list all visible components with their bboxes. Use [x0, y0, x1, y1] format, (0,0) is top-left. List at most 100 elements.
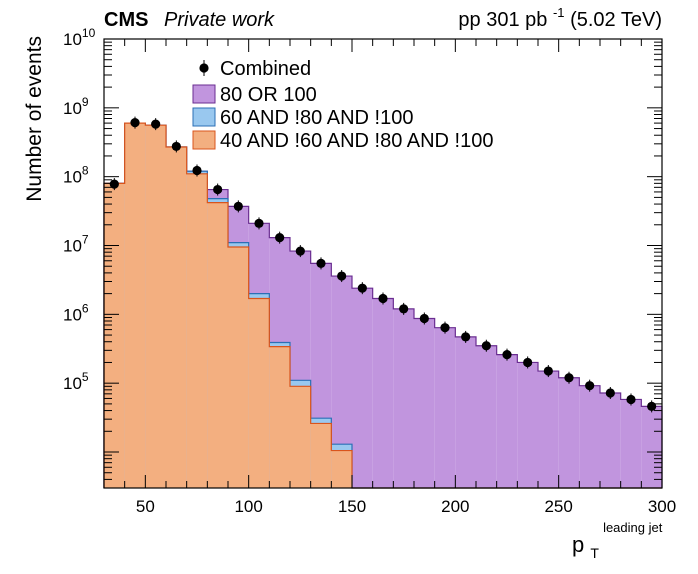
legend-label: 40 AND !60 AND !80 AND !100	[220, 130, 494, 152]
data-point	[109, 179, 119, 189]
y-tick-base: 10	[63, 99, 82, 118]
bar-80-or-100	[620, 399, 642, 488]
bar-80-or-100	[496, 354, 518, 488]
y-axis-label: Number of events	[23, 36, 46, 202]
x-tick-label: 150	[338, 497, 366, 516]
x-axis-label-sub: T	[590, 545, 599, 561]
x-tick-label: 50	[136, 497, 155, 516]
y-tick-label: 1010	[63, 26, 96, 49]
bar-80-or-100	[434, 327, 456, 488]
data-point	[543, 366, 553, 376]
axis-ticks	[103, 39, 663, 489]
bar-80-or-100	[558, 377, 580, 488]
bar-40-and-60-and-80-and-100	[166, 146, 187, 488]
bar-40-and-60-and-80-and-100	[331, 450, 352, 488]
x-tick-label: 300	[648, 497, 676, 516]
legend-swatch	[192, 130, 216, 150]
y-tick-exponent: 8	[82, 164, 89, 178]
bar-80-or-100	[476, 345, 497, 488]
y-tick-exponent: 9	[82, 95, 89, 109]
bar-40-and-60-and-80-and-100	[104, 183, 125, 489]
y-tick-base: 10	[63, 168, 82, 187]
data-point	[440, 323, 450, 333]
data-point	[192, 165, 202, 176]
bar-80-or-100	[393, 308, 414, 488]
lumi-prefix: pp 301 pb	[458, 9, 547, 31]
x-tick-labels: 50 100 150 200 250 300	[136, 497, 676, 516]
data-point	[481, 341, 491, 351]
data-point	[647, 401, 657, 411]
data-point	[502, 350, 512, 360]
bar-80-or-100	[331, 276, 352, 488]
data-point	[337, 271, 347, 281]
data-point	[419, 313, 429, 324]
bar-40-and-60-and-80-and-100	[269, 346, 290, 488]
x-axis-label-sup: leading jet	[603, 520, 663, 535]
data-point	[295, 246, 305, 256]
data-point	[605, 388, 615, 398]
y-tick-base: 10	[63, 374, 82, 393]
cms-label: CMS Private work	[104, 9, 275, 31]
bar-40-and-60-and-80-and-100	[290, 386, 311, 488]
y-tick-exponent: 5	[82, 370, 89, 384]
y-tick-exponent: 6	[82, 301, 89, 315]
data-point	[254, 218, 264, 228]
y-tick-base: 10	[63, 237, 82, 256]
data-point	[399, 304, 409, 314]
legend-label: 60 AND !80 AND !100	[220, 107, 413, 129]
legend-marker-combined	[199, 63, 209, 73]
data-point	[213, 184, 223, 195]
data-point	[585, 381, 595, 391]
y-tick-exponent: 10	[82, 26, 96, 40]
data-point	[316, 258, 326, 268]
bar-80-or-100	[414, 318, 435, 488]
data-point	[171, 141, 181, 152]
bar-40-and-60-and-80-and-100	[124, 123, 146, 488]
data-point	[151, 119, 161, 129]
histogram-fills	[103, 122, 663, 489]
bar-40-and-60-and-80-and-100	[186, 173, 208, 489]
y-tick-label: 107	[63, 233, 89, 256]
y-tick-base: 10	[63, 305, 82, 324]
y-tick-exponent: 7	[82, 233, 89, 247]
plot-frame	[103, 38, 663, 489]
bar-80-or-100	[352, 288, 373, 488]
bar-80-or-100	[579, 385, 600, 488]
y-tick-base: 10	[63, 30, 82, 49]
bar-40-and-60-and-80-and-100	[310, 423, 332, 488]
data-point	[357, 283, 367, 293]
y-tick-label: 109	[63, 95, 89, 118]
data-point	[626, 394, 636, 405]
data-point	[275, 233, 285, 243]
x-axis-label-main: p	[572, 532, 584, 557]
y-tick-label: 105	[63, 370, 89, 393]
y-tick-label: 106	[63, 301, 89, 324]
luminosity-label: pp 301 pb -1 (5.02 TeV)	[458, 0, 662, 31]
data-point	[461, 332, 471, 342]
bar-80-or-100	[372, 298, 394, 488]
x-axis-label: p T leading jet	[572, 520, 663, 563]
data-point	[233, 201, 243, 211]
experiment-name: CMS	[104, 9, 148, 31]
data-point	[130, 118, 140, 128]
legend-swatch	[192, 84, 216, 104]
x-tick-label: 250	[544, 497, 572, 516]
legend-swatch	[192, 107, 216, 127]
data-point	[378, 293, 388, 304]
x-tick-label: 200	[441, 497, 469, 516]
bar-80-or-100	[641, 406, 662, 488]
data-point	[564, 373, 574, 383]
legend-label: Combined	[220, 58, 311, 80]
x-tick-label: 100	[234, 497, 262, 516]
bar-40-and-60-and-80-and-100	[207, 202, 228, 488]
bar-40-and-60-and-80-and-100	[228, 247, 249, 488]
bar-40-and-60-and-80-and-100	[248, 298, 270, 488]
data-points	[109, 116, 657, 413]
bar-80-or-100	[517, 362, 538, 488]
bar-80-or-100	[600, 392, 621, 488]
bar-40-and-60-and-80-and-100	[145, 125, 166, 488]
legend-label: 80 OR 100	[220, 84, 317, 106]
